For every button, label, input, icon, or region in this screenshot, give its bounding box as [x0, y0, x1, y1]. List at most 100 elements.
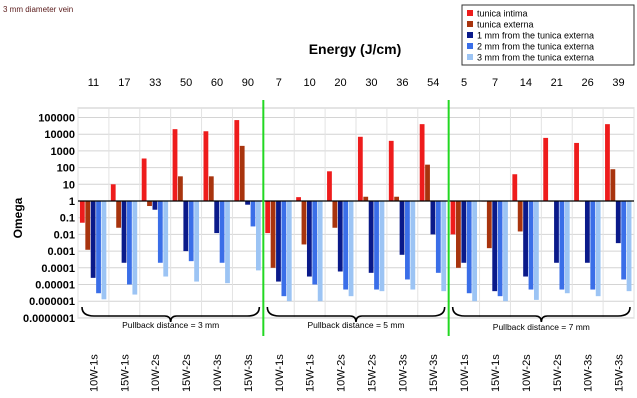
bar — [188, 201, 194, 262]
bar — [554, 201, 559, 263]
category-label: 10W-1s — [88, 354, 100, 392]
energy-label: 20 — [334, 77, 346, 89]
category-labels: 10W-1s 15W-1s 10W-2s 15W-2s 10W-3s 15W-3s 10W-… — [88, 354, 625, 392]
y-tick-label: 10 — [63, 179, 75, 191]
energy-label: 36 — [396, 77, 408, 89]
bar — [90, 201, 96, 278]
bar — [363, 196, 369, 201]
bar — [543, 137, 549, 201]
y-tick-label: 0.000001 — [29, 296, 75, 308]
category-label: 10W-2s — [150, 354, 162, 392]
y-axis-title: Omega — [11, 197, 25, 238]
y-tick-label: 0.0000001 — [23, 313, 75, 325]
group-label: Pullback distance = 5 mm — [307, 320, 404, 330]
energy-label: 50 — [180, 77, 192, 89]
bar — [301, 201, 307, 245]
y-tick-label: 0.001 — [47, 246, 75, 258]
bar — [512, 174, 518, 201]
bar — [337, 201, 343, 272]
bar — [163, 201, 169, 277]
bar — [523, 201, 528, 277]
bar — [435, 201, 441, 273]
category-label: 10W-2s — [521, 354, 533, 392]
legend-swatch — [467, 32, 473, 38]
bar — [419, 124, 425, 201]
group-label: Pullback distance = 7 mm — [493, 322, 590, 332]
bar — [157, 201, 163, 263]
top-axis-title: Energy (J/cm) — [309, 41, 402, 57]
bar — [250, 201, 256, 227]
bar — [225, 201, 230, 284]
legend-entry: 2 mm from the tunica externa — [477, 42, 594, 52]
category-label: 15W-2s — [366, 354, 378, 392]
energy-label: 5 — [461, 77, 467, 89]
bar — [132, 201, 138, 295]
energy-label: 17 — [118, 77, 130, 89]
bar — [605, 124, 610, 201]
bar — [450, 201, 456, 235]
group-bracket — [451, 306, 631, 323]
bar — [564, 201, 570, 294]
category-label: 15W-1s — [490, 354, 502, 392]
energy-label: 30 — [365, 77, 377, 89]
energy-label: 7 — [492, 77, 498, 89]
energy-label: 60 — [211, 77, 223, 89]
bar — [626, 201, 632, 292]
y-tick-label: 0.1 — [60, 213, 75, 225]
bar — [343, 201, 349, 290]
category-label: 15W-3s — [428, 354, 440, 392]
bar — [239, 145, 245, 201]
category-label: 10W-1s — [274, 354, 286, 392]
y-tick-label: 10000 — [44, 129, 75, 141]
group-brackets: Pullback distance = 3 mm Pullback distanc… — [81, 306, 631, 332]
energy-label: 14 — [520, 77, 532, 89]
bar — [348, 201, 354, 297]
bar — [410, 201, 416, 290]
bar — [172, 129, 178, 201]
legend-swatch — [467, 54, 473, 60]
bar — [368, 201, 374, 273]
category-label: 10W-3s — [397, 354, 409, 392]
energy-label: 21 — [551, 77, 563, 89]
bar — [101, 201, 107, 300]
bar — [425, 164, 430, 201]
bars — [79, 120, 632, 302]
bar — [357, 136, 363, 201]
bar — [497, 201, 503, 297]
bar — [141, 158, 147, 201]
y-tick-label: 0.01 — [54, 229, 75, 241]
bar — [533, 201, 539, 300]
energy-label: 7 — [276, 77, 282, 89]
bar — [296, 197, 301, 201]
bar — [116, 201, 122, 228]
energy-label: 90 — [242, 77, 254, 89]
y-tick-label: 1 — [69, 196, 75, 208]
bar — [96, 201, 101, 294]
y-tick-label: 0.0001 — [41, 263, 75, 275]
bar — [595, 201, 601, 297]
bar — [472, 201, 478, 302]
bar — [214, 201, 220, 234]
bar — [399, 201, 405, 255]
category-label: 15W-3s — [243, 354, 255, 392]
bar — [121, 201, 127, 263]
bar — [276, 201, 281, 282]
bar — [245, 201, 250, 205]
bar — [265, 201, 271, 234]
legend-entry: tunica externa — [477, 20, 534, 30]
energy-label: 39 — [612, 77, 624, 89]
bar — [327, 171, 332, 201]
energy-label: 54 — [427, 77, 439, 89]
bar — [528, 201, 534, 290]
energy-label: 11 — [88, 77, 99, 89]
bar — [486, 201, 492, 249]
bar — [621, 201, 627, 280]
bar — [281, 201, 287, 297]
legend-entry: 1 mm from the tunica externa — [477, 31, 594, 41]
legend-box — [461, 4, 635, 66]
y-tick-labels: 0.0000001 0.000001 0.00001 0.0001 0.001 0.01 0… — [23, 113, 75, 325]
bar — [234, 120, 240, 201]
bar — [584, 201, 590, 263]
bar — [127, 201, 132, 285]
